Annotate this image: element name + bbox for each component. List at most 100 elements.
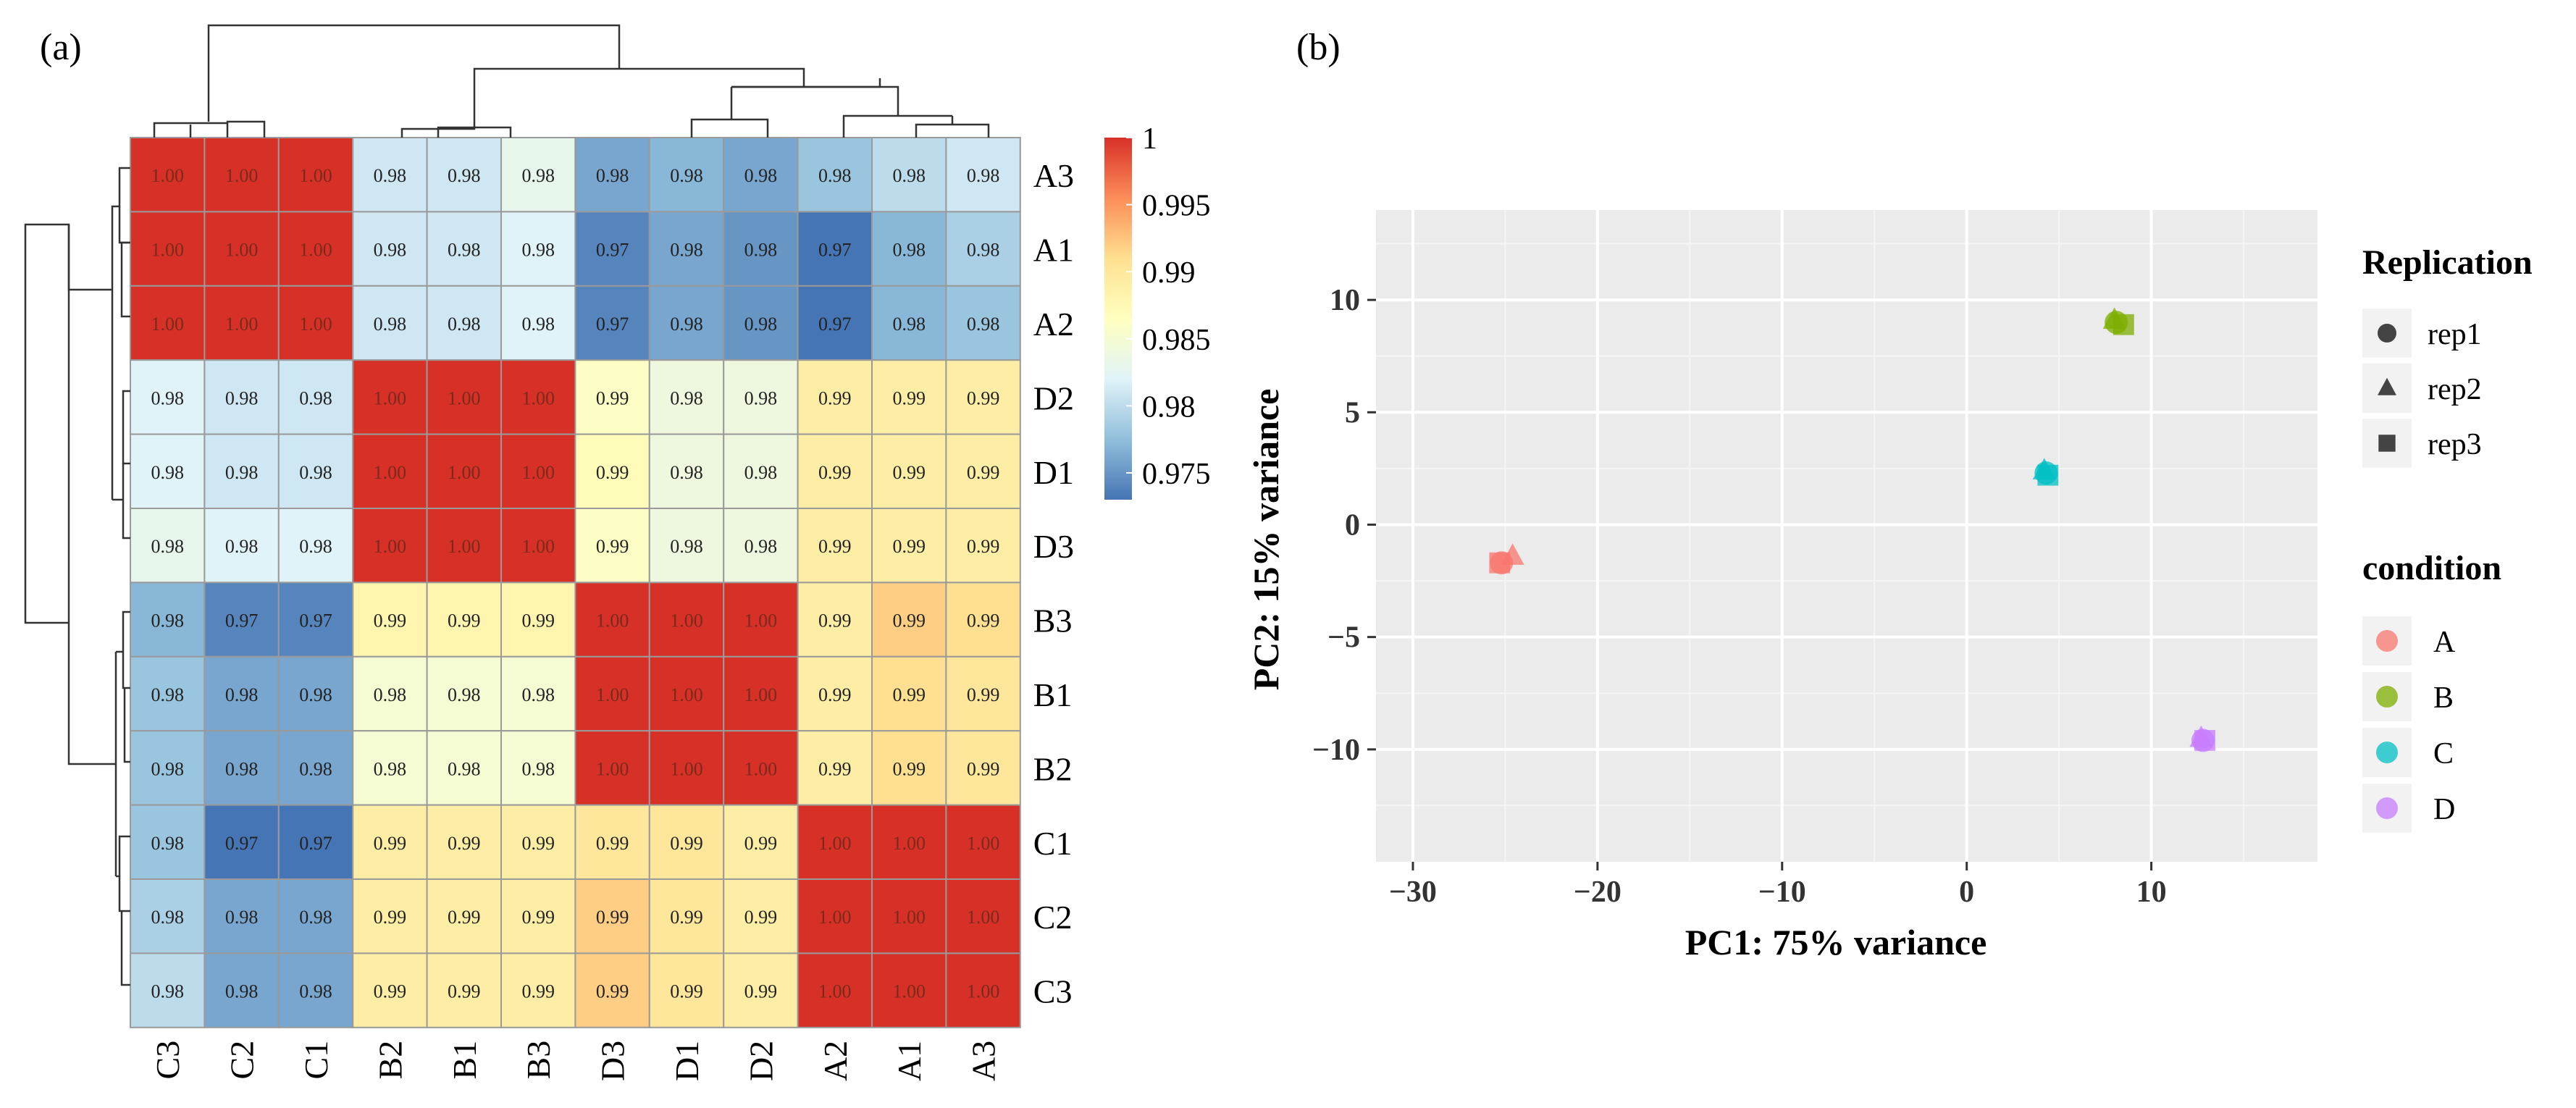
heatmap-col-label: D1 (668, 1041, 705, 1081)
heatmap-value: 0.99 (448, 907, 481, 928)
heatmap-value: 0.99 (744, 833, 778, 854)
heatmap-value: 0.98 (374, 314, 407, 335)
heatmap-row-label: B1 (1033, 676, 1073, 713)
pca-x-tick-label: −30 (1389, 876, 1437, 909)
heatmap-col-label: A1 (891, 1041, 928, 1081)
heatmap-value: 0.99 (818, 462, 852, 483)
heatmap-row-label: A2 (1033, 306, 1074, 343)
pca-gridlines (1376, 210, 2317, 862)
heatmap-col-label: D2 (742, 1041, 779, 1081)
heatmap-row-label: A1 (1033, 232, 1074, 269)
heatmap-cell (130, 655, 206, 732)
legend-condition-label: C (2433, 737, 2454, 771)
heatmap-value: 1.00 (448, 536, 481, 557)
heatmap-cell (352, 878, 428, 954)
legend-rep2-triangle-icon (2378, 377, 2396, 395)
heatmap-value: 1.00 (374, 462, 407, 483)
heatmap-cell (648, 878, 725, 954)
heatmap-cell (723, 508, 799, 584)
heatmap-cell (426, 211, 502, 287)
heatmap-value: 0.99 (744, 981, 778, 1002)
heatmap-value: 0.99 (596, 536, 629, 557)
heatmap-value: 0.98 (299, 684, 332, 705)
heatmap-value: 0.98 (448, 758, 481, 779)
panel-b-label: (b) (1296, 27, 1341, 68)
heatmap-cell (648, 804, 725, 880)
heatmap-cell (500, 359, 576, 435)
legend-condition-label: A (2433, 626, 2456, 659)
colorbar-tick-label: 0.98 (1142, 390, 1196, 424)
heatmap-cell (574, 655, 650, 732)
heatmap-cell (574, 433, 650, 509)
heatmap-value: 0.99 (967, 536, 1000, 557)
heatmap-cell (277, 878, 354, 954)
heatmap-cell (277, 952, 354, 1028)
heatmap-value: 0.98 (521, 240, 555, 261)
heatmap-cell (352, 804, 428, 880)
pca-y-tick-label: 10 (1330, 284, 1360, 317)
heatmap-cell (574, 952, 650, 1028)
heatmap-row-label: A3 (1033, 157, 1074, 194)
legend-replication-label: rep3 (2428, 428, 2482, 461)
pca-point-D-rep3 (2194, 730, 2215, 751)
heatmap-value: 0.98 (448, 314, 481, 335)
pca-y-tick-label: −10 (1312, 734, 1360, 767)
heatmap-value: 0.98 (151, 684, 184, 705)
pca-points (1489, 307, 2215, 752)
heatmap-cell (426, 433, 502, 509)
heatmap-value: 0.98 (225, 387, 259, 408)
heatmap-value: 1.00 (670, 684, 703, 705)
heatmap-value: 1.00 (818, 907, 852, 928)
pca-y-tick-label: −5 (1327, 621, 1360, 655)
heatmap-value: 0.98 (521, 165, 555, 186)
heatmap-cell (574, 582, 650, 658)
heatmap-value: 0.99 (967, 610, 1000, 631)
legend-condition-swatch (2376, 630, 2398, 652)
heatmap-cell (130, 878, 206, 954)
pca-point-B-rep3 (2113, 314, 2134, 335)
heatmap-cell (130, 582, 206, 658)
heatmap-value: 1.00 (521, 387, 555, 408)
heatmap-cell (797, 582, 873, 658)
heatmap-cell (797, 804, 873, 880)
heatmap-value: 0.99 (892, 387, 926, 408)
heatmap-col-label: C2 (224, 1041, 261, 1080)
heatmap-cell (797, 137, 873, 213)
heatmap-value: 1.00 (596, 758, 629, 779)
heatmap-cell (352, 211, 428, 287)
heatmap-cell (277, 433, 354, 509)
heatmap-value: 0.99 (596, 981, 629, 1002)
heatmap-cell (130, 137, 206, 213)
heatmap-cell (352, 582, 428, 658)
heatmap-value: 0.98 (892, 165, 926, 186)
heatmap-row-label: B3 (1033, 603, 1073, 639)
heatmap-cell (500, 137, 576, 213)
heatmap-cell (871, 433, 947, 509)
heatmap-cell (500, 508, 576, 584)
column-dendrogram (153, 24, 990, 138)
heatmap-value: 0.99 (596, 387, 629, 408)
heatmap-cell (426, 952, 502, 1028)
heatmap-value: 1.00 (967, 981, 1000, 1002)
legend-condition-label: B (2433, 681, 2454, 715)
heatmap-value: 1.00 (299, 165, 332, 186)
heatmap-value: 0.99 (967, 387, 1000, 408)
heatmap-value: 1.00 (892, 907, 926, 928)
heatmap-value: 1.00 (670, 610, 703, 631)
heatmap-cell (648, 730, 725, 806)
heatmap-cell (500, 952, 576, 1028)
heatmap-value-labels: 1.00 1.00 1.00 0.98 0.98 0.98 0.98 0.98 0.98 0.98… (151, 165, 999, 1002)
heatmap-value: 0.98 (151, 758, 184, 779)
heatmap-value: 0.99 (521, 981, 555, 1002)
heatmap-value: 1.00 (818, 833, 852, 854)
heatmap-cell (871, 211, 947, 287)
heatmap-value: 1.00 (374, 536, 407, 557)
heatmap-cell (723, 582, 799, 658)
heatmap-value: 0.97 (818, 240, 852, 261)
legend-condition-title: condition (2362, 549, 2501, 587)
heatmap-row-label: C3 (1033, 973, 1073, 1010)
heatmap-value: 0.97 (225, 610, 259, 631)
heatmap-value: 0.99 (596, 462, 629, 483)
heatmap-value: 0.99 (448, 833, 481, 854)
